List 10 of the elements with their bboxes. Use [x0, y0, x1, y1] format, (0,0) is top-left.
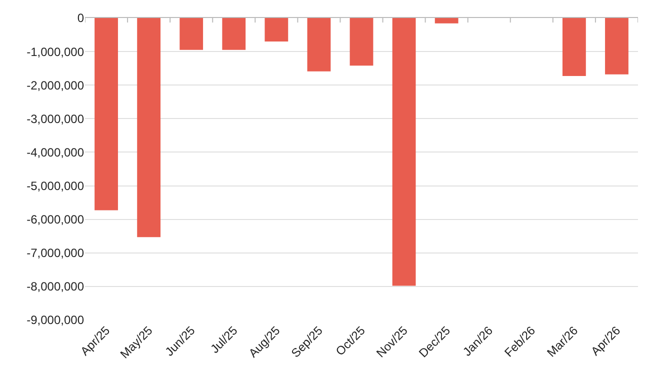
y-tick-label: -6,000,000 [26, 212, 84, 227]
y-tick-label: -3,000,000 [26, 112, 84, 126]
y-tick-label: -5,000,000 [26, 178, 84, 193]
y-tick-label: -4,000,000 [26, 145, 84, 160]
y-tick-label: 0 [77, 11, 84, 26]
y-tick-label: -1,000,000 [26, 44, 84, 59]
y-tick-label: -2,000,000 [26, 78, 84, 92]
y-tick-label: -7,000,000 [26, 246, 84, 260]
y-tick-label: -9,000,000 [26, 313, 84, 328]
y-tick-label: -8,000,000 [26, 280, 84, 294]
